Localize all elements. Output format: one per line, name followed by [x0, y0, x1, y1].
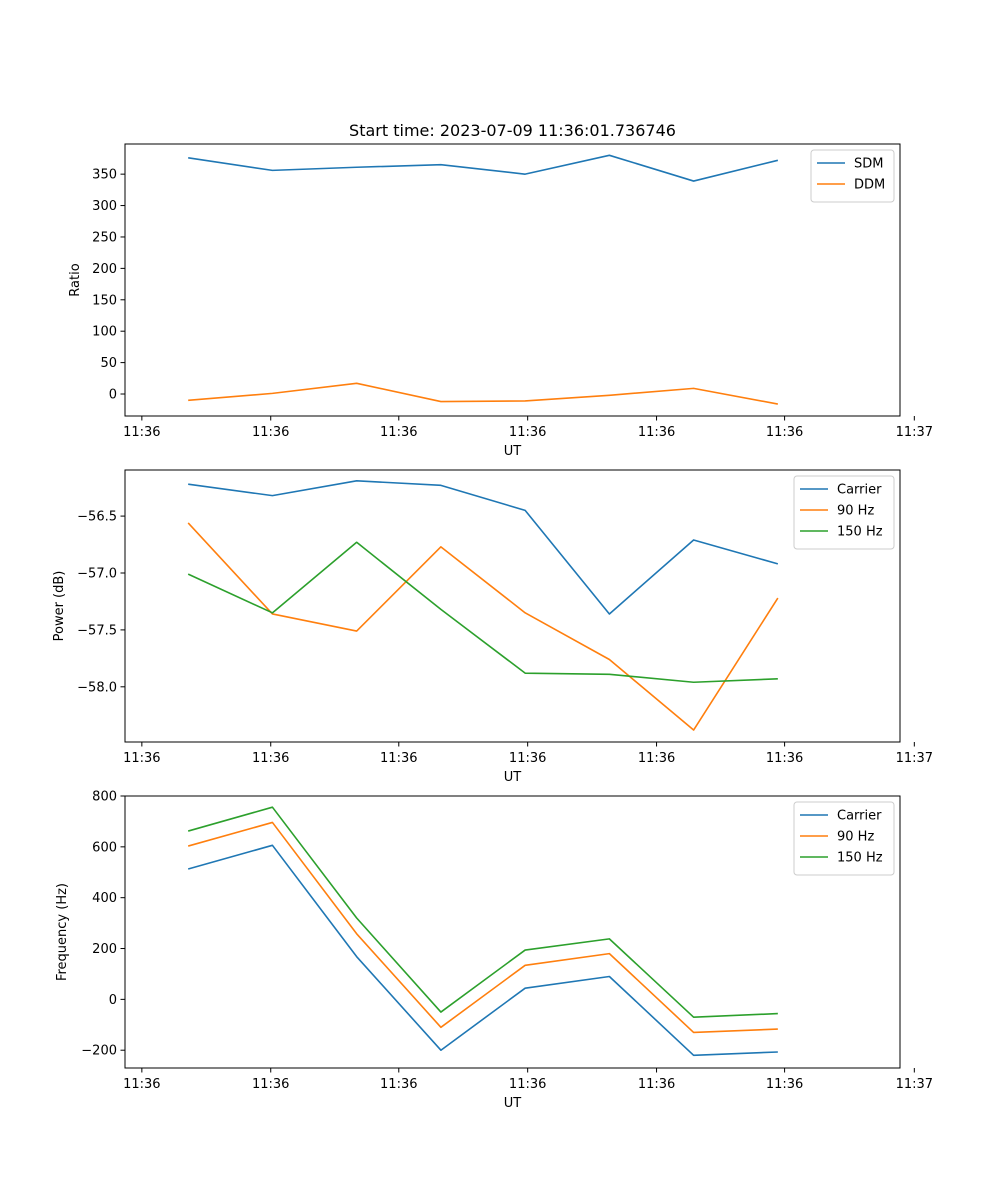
panel-3-y-tick-label: 400 [92, 891, 117, 906]
panel-2-series-carrier-line [188, 480, 779, 615]
panel-1-y-tick-label: 250 [92, 230, 117, 245]
panel-3: 11:36 11:36 11:36 11:36 11:36 11:36 11:37 −200 0… [55, 790, 933, 1112]
panel-3-legend-label: 150 Hz [837, 851, 883, 866]
panel-3-series-carrier-line [187, 844, 778, 1057]
panel-2-y-axis-label: Power (dB) [52, 571, 67, 642]
panel-3-x-tick-label: 11:37 [896, 1077, 933, 1092]
panel-1-y-tick-label: 150 [92, 293, 117, 308]
panel-3-y-tick-label: 600 [92, 840, 117, 855]
panel-3-y-tick-label: −200 [81, 1044, 117, 1059]
panel-3-y-tick-label: 0 [109, 993, 117, 1008]
panel-3-x-tick-label: 11:36 [638, 1077, 675, 1092]
panel-1-y-axis-label: Ratio [68, 263, 83, 296]
panel-1-x-tick-label: 11:37 [896, 425, 933, 440]
panel-3-series-90-hz-line [187, 821, 778, 1034]
panel-3-legend: Carrier 90 Hz 150 Hz [793, 801, 895, 876]
panel-2-y-tick-label: −57.5 [77, 623, 117, 638]
panel-2-x-tick-label: 11:36 [509, 751, 546, 766]
panel-1-legend-label: SDM [854, 157, 883, 172]
panel-1-series-sdm-line [188, 154, 779, 182]
panel-3-legend-label: 90 Hz [837, 830, 874, 845]
panel-1-legend: SDM DDM [810, 149, 895, 203]
panel-1-y-tick-label: 100 [92, 325, 117, 340]
panel-3-y-tick-label: 800 [92, 790, 117, 805]
panel-2-x-axis-label: UT [504, 770, 522, 785]
panel-2-legend-label: 150 Hz [837, 525, 883, 540]
panel-2-series-150-hz-line [187, 541, 778, 684]
panel-1-x-tick-label: 11:36 [123, 425, 160, 440]
panel-1-x-axis-label: UT [504, 444, 522, 459]
panel-2-series-90-hz-line [187, 522, 779, 731]
panel-2-y-tick-label: −57.0 [77, 566, 117, 581]
panel-2-x-tick-label: 11:36 [766, 751, 803, 766]
panel-1-y-tick-label: 350 [92, 168, 117, 183]
panel-2: 11:36 11:36 11:36 11:36 11:36 11:36 11:37 −58.0… [52, 469, 933, 785]
panel-1-series-ddm-line [188, 382, 778, 405]
panel-2-y-tick-label: −58.0 [77, 680, 117, 695]
panel-3-legend-label: Carrier [837, 809, 882, 824]
panel-2-x-tick-label: 11:36 [638, 751, 675, 766]
panel-3-x-tick-label: 11:36 [509, 1077, 546, 1092]
panel-3-series-150-hz-line [187, 806, 778, 1018]
panel-1-x-tick-label: 11:36 [638, 425, 675, 440]
panel-3-y-axis-label: Frequency (Hz) [55, 883, 70, 981]
panel-2-legend-label: Carrier [837, 483, 882, 498]
panel-1-y-tick-label: 50 [100, 356, 117, 371]
panel-2-x-tick-label: 11:37 [896, 751, 933, 766]
panel-1: 11:36 11:36 11:36 11:36 11:36 11:36 11:37 0 50 10… [68, 143, 933, 459]
panel-1-y-tick-label: 200 [92, 262, 117, 277]
panel-3-x-tick-label: 11:36 [252, 1077, 289, 1092]
panel-2-x-tick-label: 11:36 [252, 751, 289, 766]
panel-2-y-tick-label: −56.5 [77, 510, 117, 525]
panel-3-x-tick-label: 11:36 [123, 1077, 160, 1092]
panel-2-legend-label: 90 Hz [837, 504, 874, 519]
panel-2-legend: Carrier 90 Hz 150 Hz [793, 475, 895, 550]
panel-3-axes-frame [124, 795, 901, 1069]
panel-1-x-tick-label: 11:36 [509, 425, 546, 440]
panel-1-x-tick-label: 11:36 [766, 425, 803, 440]
panel-1-y-tick-label: 0 [109, 388, 117, 403]
panel-1-legend-label: DDM [854, 178, 885, 193]
panel-3-x-tick-label: 11:36 [380, 1077, 417, 1092]
panel-1-x-tick-label: 11:36 [380, 425, 417, 440]
panel-3-x-tick-label: 11:36 [766, 1077, 803, 1092]
figure-title: Start time: 2023-07-09 11:36:01.736746 [349, 121, 676, 140]
panel-1-y-tick-label: 300 [92, 199, 117, 214]
panel-2-x-tick-label: 11:36 [380, 751, 417, 766]
subplots: 11:36 11:36 11:36 11:36 11:36 11:36 11:37 0 50 10… [52, 143, 933, 1112]
panel-1-axes-frame [124, 143, 901, 417]
panel-2-x-tick-label: 11:36 [123, 751, 160, 766]
panel-1-x-tick-label: 11:36 [252, 425, 289, 440]
panel-3-y-tick-label: 200 [92, 942, 117, 957]
panel-2-axes-frame [124, 469, 901, 743]
panel-3-x-axis-label: UT [504, 1096, 522, 1111]
